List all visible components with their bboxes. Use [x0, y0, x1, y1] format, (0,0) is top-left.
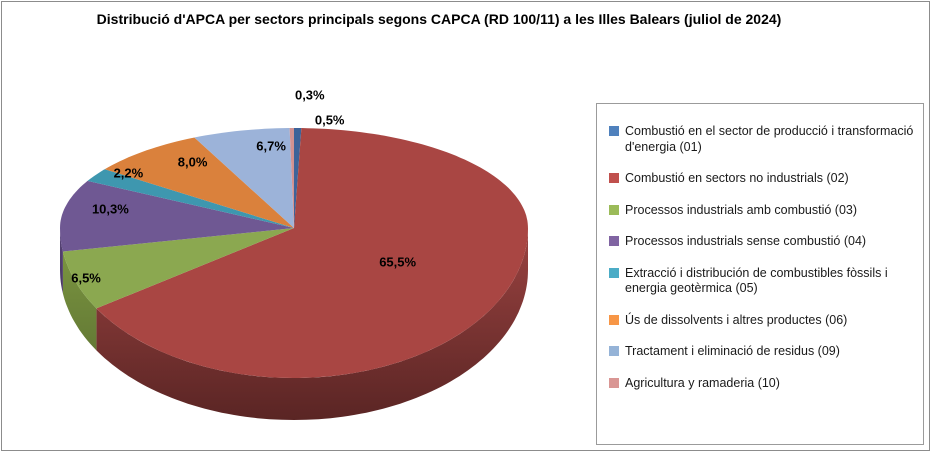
pie-slice-label: 2,2%	[113, 165, 144, 181]
legend-color-chip	[609, 267, 619, 278]
pie-slice	[194, 128, 294, 228]
pie-slice	[289, 128, 294, 228]
pie-chart: 0,5% 65,5% 6,5% 10,3% 2,2% 8,0% 6,7% 0,3…	[60, 87, 529, 420]
pie-slice	[62, 228, 295, 309]
pie-slice-label: 6,5%	[71, 270, 101, 286]
pie-slice-label: 0,5%	[314, 112, 345, 128]
pie-chart-svg	[60, 128, 529, 420]
legend-item: Extracció i distribución de combustibles…	[609, 266, 917, 297]
legend-item-label: Ús de dissolvents i altres productes (06…	[625, 312, 848, 327]
legend-item-label: Processos industrials sense combustió (0…	[625, 234, 867, 248]
pie-slice-label: 65,5%	[379, 254, 417, 270]
pie-slice-side	[62, 251, 97, 351]
legend-item-label: Agricultura y ramaderia (10)	[625, 375, 780, 390]
pie-slice	[104, 137, 294, 228]
legend-color-chip	[609, 346, 619, 356]
legend-color-chip	[609, 377, 619, 388]
pie-slice-label: 10,3%	[91, 201, 129, 217]
pie-slice-side	[96, 228, 529, 420]
legend-color-chip	[609, 173, 619, 183]
legend-item: Combustió en el sector de producció i tr…	[609, 124, 917, 155]
legend-item: Processos industrials amb combustió (03)	[609, 203, 917, 219]
pie-slice	[60, 180, 294, 252]
legend-item-label: Combustió en el sector de producció i tr…	[625, 124, 914, 154]
chart-title: Distribució d'APCA per sectors principal…	[96, 11, 782, 27]
legend-color-chip	[609, 204, 619, 215]
pie-slice-side	[60, 228, 63, 294]
pie-slice-label: 8,0%	[177, 154, 208, 170]
pie-slice-label: 6,7%	[256, 138, 286, 154]
legend-item-label: Extracció i distribución de combustibles…	[625, 265, 888, 296]
legend-color-chip	[609, 126, 619, 136]
pie-slice	[96, 128, 529, 378]
legend-item-label: Processos industrials amb combustió (03)	[625, 202, 858, 217]
legend-color-chip	[609, 314, 619, 325]
legend-item: Tractament i eliminació de residus (09)	[609, 344, 917, 360]
legend-item-label: Tractament i eliminació de residus (09)	[625, 344, 840, 358]
legend-item: Combustió en sectors no industrials (02)	[609, 171, 917, 187]
pie-slice-label: 0,3%	[294, 87, 325, 103]
legend-item: Processos industrials sense combustió (0…	[609, 234, 917, 250]
pie-slice	[87, 169, 294, 228]
legend-color-chip	[609, 236, 619, 246]
chart-legend: Combustió en el sector de producció i tr…	[596, 103, 924, 445]
legend-item: Agricultura y ramaderia (10)	[609, 376, 917, 392]
pie-slice	[294, 128, 302, 228]
legend-item-label: Combustió en sectors no industrials (02)	[625, 171, 849, 185]
legend-item: Ús de dissolvents i altres productes (06…	[609, 313, 917, 329]
